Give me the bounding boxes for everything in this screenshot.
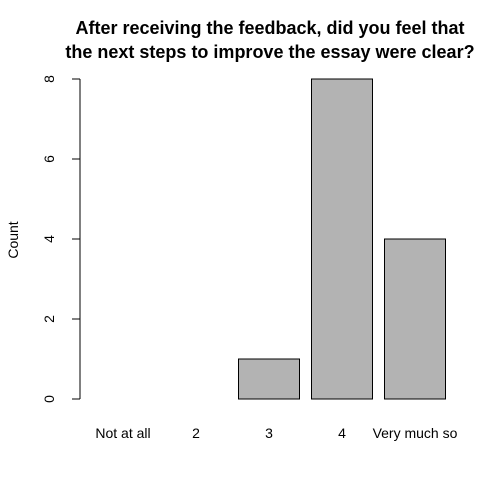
y-axis-title: Count: [5, 221, 21, 258]
x-axis-labels: Not at all 2 3 4 Very much so: [95, 425, 457, 441]
bar-very-much-so: [385, 239, 446, 399]
chart-title-line-1: After receiving the feedback, did you fe…: [75, 18, 464, 38]
x-tick-label-very-much-so: Very much so: [373, 425, 458, 441]
x-tick-label-not-at-all: Not at all: [95, 425, 150, 441]
x-tick-label-3: 3: [265, 425, 273, 441]
y-axis: 0 2 4 6 8: [41, 75, 80, 403]
y-tick-label-2: 2: [41, 315, 57, 323]
chart-title-line-2: the next steps to improve the essay were…: [65, 42, 474, 62]
x-tick-label-2: 2: [192, 425, 200, 441]
x-tick-label-4: 4: [338, 425, 346, 441]
bar-3: [239, 359, 300, 399]
y-tick-label-4: 4: [41, 235, 57, 243]
bars-group: [239, 79, 446, 399]
bar-4: [312, 79, 373, 399]
y-tick-label-6: 6: [41, 155, 57, 163]
y-tick-label-8: 8: [41, 75, 57, 83]
y-tick-label-0: 0: [41, 395, 57, 403]
